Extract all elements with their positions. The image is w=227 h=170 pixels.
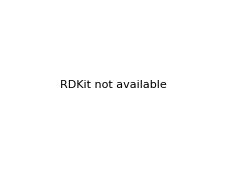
Text: RDKit not available: RDKit not available [60,80,167,90]
